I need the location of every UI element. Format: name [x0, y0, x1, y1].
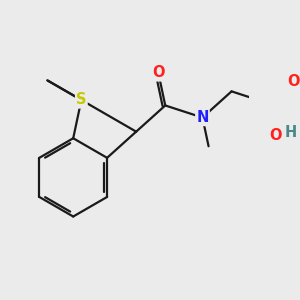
Text: S: S [76, 92, 87, 107]
Text: O: O [287, 74, 300, 89]
Text: O: O [152, 65, 165, 80]
Text: N: N [196, 110, 209, 125]
Text: O: O [269, 128, 282, 143]
Text: H: H [284, 125, 297, 140]
